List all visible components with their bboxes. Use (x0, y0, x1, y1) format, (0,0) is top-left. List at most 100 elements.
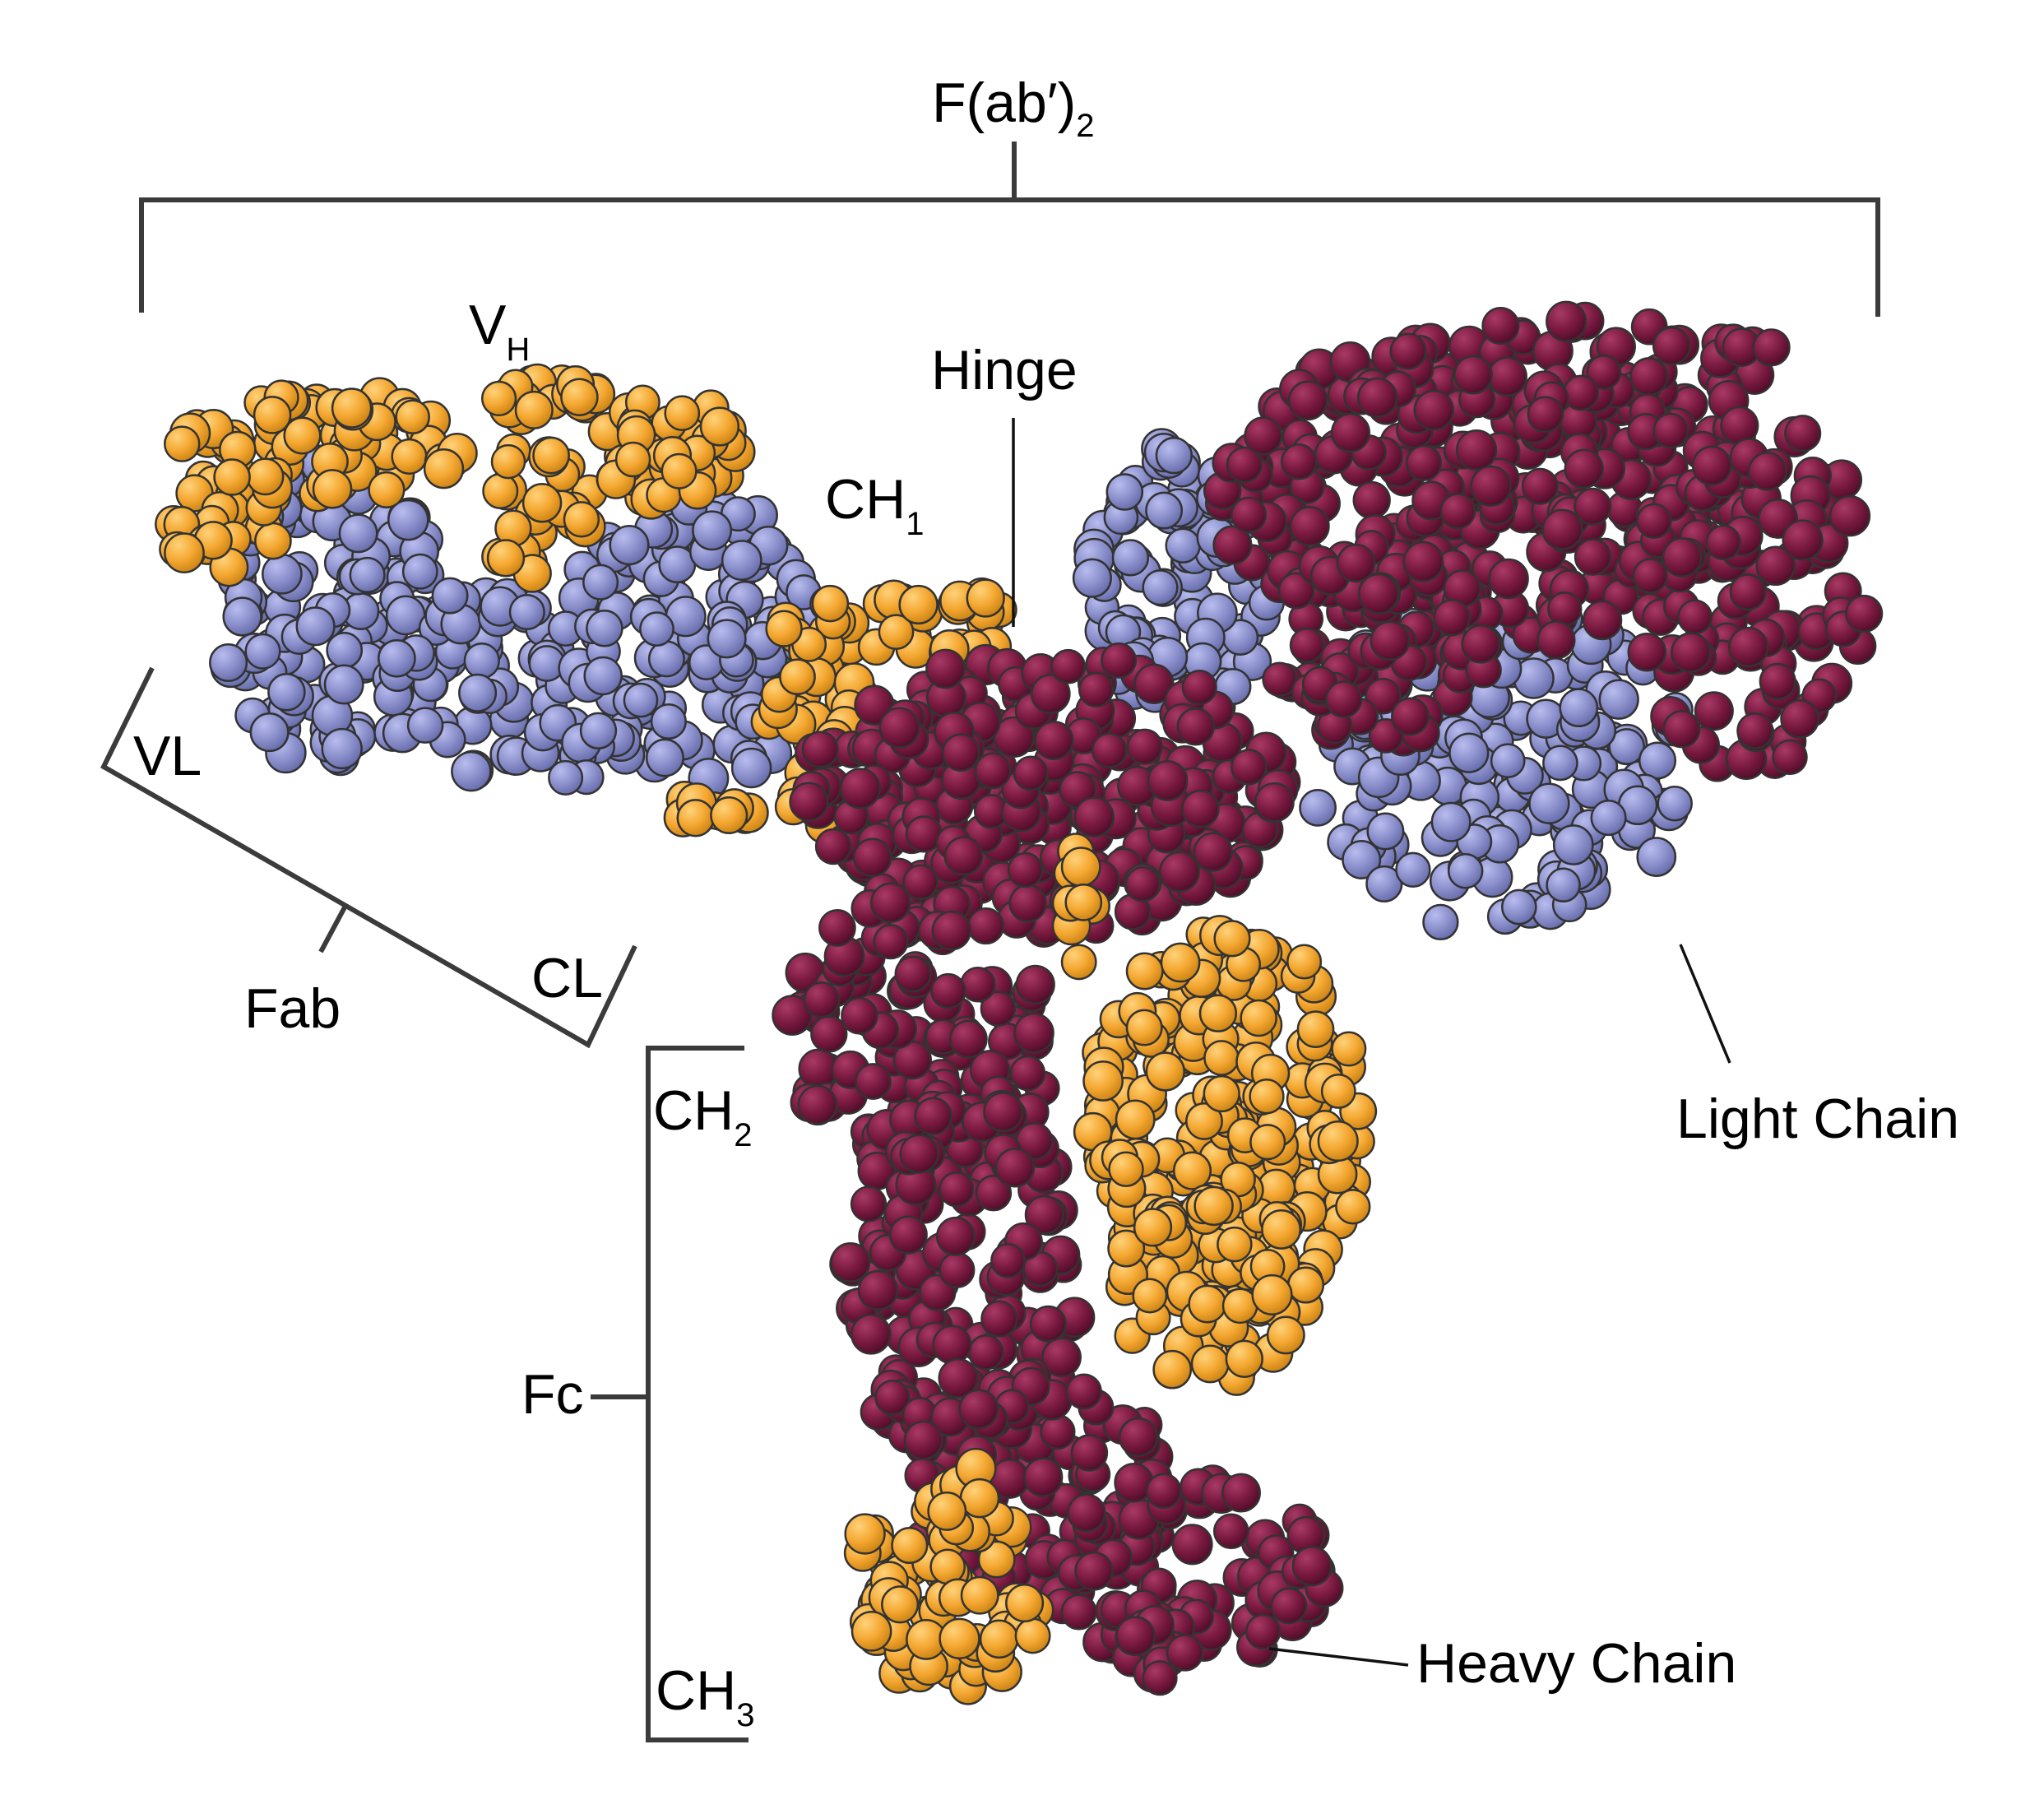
residue-sphere-icon (1261, 1209, 1302, 1250)
residue-sphere-icon (1105, 473, 1144, 511)
residue-sphere-icon (1405, 444, 1443, 481)
residue-sphere-icon (1159, 851, 1200, 893)
residue-sphere-icon (676, 799, 715, 837)
residue-sphere-icon (939, 1617, 980, 1659)
residue-sphere-icon (1251, 1274, 1293, 1315)
residue-sphere-icon (874, 1380, 911, 1416)
residue-sphere-icon (1370, 620, 1411, 661)
residue-sphere-icon (1244, 1613, 1282, 1650)
residue-sphere-icon (1784, 415, 1822, 452)
residue-sphere-icon (851, 1313, 892, 1355)
residue-sphere-icon (1176, 708, 1215, 746)
ch1-label: CH1 (825, 468, 924, 542)
residue-sphere-icon (1287, 380, 1328, 421)
residue-sphere-icon (1249, 1079, 1285, 1115)
residue-sphere-icon (1481, 306, 1520, 346)
residue-sphere-icon (1124, 866, 1161, 902)
residue-sphere-icon (423, 448, 465, 489)
residue-sphere-icon (850, 1185, 888, 1222)
residue-sphere-icon (977, 1540, 1016, 1579)
fab2-label: F(ab′)2 (932, 72, 1094, 144)
residue-sphere-icon (312, 469, 353, 509)
residue-sphere-icon (1125, 1009, 1163, 1046)
residue-sphere-icon (660, 452, 698, 489)
residue-sphere-icon (1181, 789, 1220, 828)
residue-sphere-icon (1629, 357, 1669, 397)
residue-sphere-icon (1240, 999, 1277, 1037)
residue-sphere-icon (521, 483, 563, 523)
residue-sphere-icon (406, 707, 444, 744)
residue-sphere-icon (1067, 1493, 1106, 1533)
residue-sphere-icon (1213, 920, 1251, 958)
residue-sphere-icon (486, 539, 526, 578)
residue-sphere-icon (1145, 491, 1184, 530)
residue-sphere-icon (1060, 847, 1101, 888)
residue-sphere-icon (1146, 1473, 1182, 1510)
residue-sphere-icon (1752, 328, 1791, 367)
residue-sphere-icon (1652, 412, 1689, 449)
residue-sphere-icon (1521, 467, 1559, 505)
residue-sphere-icon (1627, 632, 1667, 672)
residue-sphere-icon (927, 1491, 967, 1531)
residue-sphere-icon (1759, 662, 1796, 700)
residue-sphere-icon (789, 782, 829, 822)
fab-bracket (100, 666, 637, 1049)
residue-sphere-icon (966, 907, 1005, 945)
residue-sphere-icon (1662, 537, 1703, 578)
residue-sphere-icon (1729, 573, 1767, 611)
residue-sphere-icon (1107, 1229, 1146, 1268)
residue-sphere-icon (873, 924, 909, 960)
residue-sphere-icon (623, 682, 659, 718)
residue-sphere-icon (1007, 851, 1044, 888)
residue-sphere-icon (1395, 851, 1431, 888)
residue-sphere-icon (1461, 624, 1501, 664)
residue-sphere-icon (1286, 1266, 1325, 1304)
residue-sphere-icon (1755, 545, 1796, 587)
residue-sphere-icon (614, 441, 651, 478)
residue-sphere-icon (1694, 691, 1734, 731)
residue-sphere-icon (1413, 389, 1455, 431)
residue-sphere-icon (1289, 506, 1330, 546)
residue-sphere-icon (974, 752, 1012, 790)
residue-sphere-icon (993, 716, 1035, 759)
residue-sphere-icon (710, 796, 749, 835)
residue-sphere-icon (1060, 944, 1097, 981)
residue-sphere-icon (321, 727, 363, 770)
residue-sphere-icon (246, 457, 285, 496)
residue-sphere-icon (1590, 800, 1627, 837)
residue-sphere-icon (645, 738, 684, 777)
residue-sphere-icon (1564, 448, 1604, 489)
residue-sphere-icon (1005, 1584, 1045, 1623)
residue-sphere-icon (1166, 1634, 1204, 1672)
residue-sphere-icon (851, 1610, 892, 1652)
residue-sphere-icon (994, 1148, 1036, 1188)
residue-sphere-icon (1073, 796, 1115, 837)
residue-sphere-icon (1748, 452, 1787, 491)
residue-sphere-icon (1772, 739, 1808, 776)
residue-sphere-icon (490, 443, 526, 480)
residue-sphere-icon (1552, 824, 1594, 865)
residue-sphere-icon (980, 991, 1017, 1027)
residue-sphere-icon (431, 577, 469, 615)
residue-sphere-icon (1065, 1373, 1102, 1410)
residue-sphere-icon (222, 596, 262, 637)
residue-sphere-icon (1145, 1051, 1185, 1092)
residue-sphere-icon (966, 578, 1005, 618)
residue-sphere-icon (1118, 1417, 1159, 1457)
residue-sphere-icon (772, 995, 813, 1036)
residue-sphere-icon (1013, 1012, 1054, 1054)
residue-sphere-icon (811, 584, 850, 623)
residue-sphere-icon (1212, 1513, 1249, 1550)
residue-sphere-icon (899, 1134, 939, 1174)
residue-sphere-icon (1270, 1587, 1308, 1625)
residue-sphere-icon (1262, 661, 1297, 697)
residue-sphere-icon (983, 1091, 1024, 1133)
residue-sphere-icon (1559, 688, 1599, 728)
residue-sphere-icon (1142, 1660, 1178, 1696)
fab2-bracket (139, 142, 1880, 317)
residue-sphere-icon (1356, 377, 1398, 418)
residue-sphere-icon (1638, 741, 1677, 780)
residue-sphere-icon (960, 966, 996, 1003)
residue-sphere-icon (1126, 728, 1163, 765)
residue-sphere-icon (1780, 698, 1819, 739)
